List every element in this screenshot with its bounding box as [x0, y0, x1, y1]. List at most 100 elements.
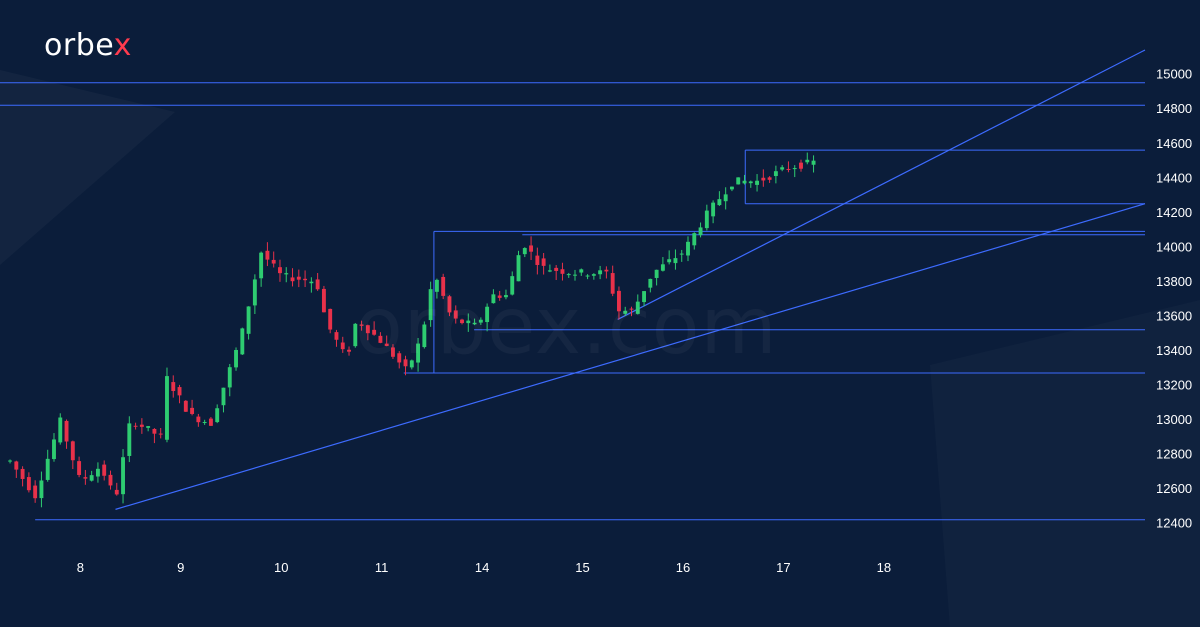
candle-body: [717, 199, 722, 206]
candle-body: [8, 460, 12, 462]
candle-body: [259, 252, 264, 279]
candle-body: [792, 168, 797, 170]
candle-body: [409, 360, 414, 368]
x-tick-label: 14: [475, 560, 489, 575]
candle-body: [227, 367, 232, 388]
candle-body: [504, 295, 508, 298]
candle-body: [660, 264, 665, 271]
y-tick-label: 14600: [1156, 136, 1192, 151]
candle-body: [146, 426, 151, 428]
candle-body: [730, 186, 734, 190]
candle-body: [579, 269, 584, 273]
candle-body: [52, 439, 56, 460]
candle-body: [359, 324, 364, 326]
candle-body: [334, 332, 339, 340]
candle-body: [635, 301, 640, 314]
candle-body: [428, 289, 433, 321]
candle-body: [165, 376, 169, 440]
candle-body: [547, 270, 552, 272]
candle-body: [629, 308, 634, 310]
candle-body: [573, 274, 577, 276]
candle-body: [623, 310, 628, 314]
candle-body: [108, 474, 113, 486]
candle-body: [20, 468, 25, 479]
candle-body: [686, 241, 690, 256]
candle-body: [290, 277, 295, 282]
candle-body: [667, 259, 672, 263]
candle-body: [95, 468, 100, 477]
candle-body: [177, 387, 182, 396]
x-tick-label: 18: [877, 560, 891, 575]
candle-body: [347, 349, 351, 352]
y-tick-label: 13200: [1156, 378, 1192, 393]
logo-accent: x: [113, 28, 132, 63]
candle-body: [26, 477, 31, 491]
candle-body: [39, 480, 44, 499]
candle-body: [45, 458, 50, 480]
candle-body: [83, 477, 88, 479]
y-tick-label: 12600: [1156, 481, 1192, 496]
watermark: orbex.com: [355, 282, 777, 372]
candle-body: [89, 475, 94, 481]
y-tick-label: 14200: [1156, 205, 1192, 220]
candle-body: [723, 194, 728, 202]
candle-body: [692, 233, 697, 246]
candle-body: [196, 416, 201, 423]
candle-body: [786, 168, 791, 170]
x-tick-label: 15: [575, 560, 589, 575]
candle-body: [736, 177, 741, 185]
candle-body: [384, 343, 389, 346]
candle-body: [805, 159, 810, 163]
y-tick-label: 13400: [1156, 343, 1192, 358]
candle-body: [139, 424, 144, 427]
x-tick-label: 10: [274, 560, 288, 575]
candle-body: [58, 417, 63, 443]
candle-body: [780, 167, 785, 170]
candle-body: [321, 288, 326, 313]
candle-body: [309, 281, 314, 284]
candle-body: [422, 324, 427, 348]
candle-body: [284, 273, 289, 275]
candle-body: [372, 329, 377, 335]
candle-body: [485, 306, 490, 323]
candlesticks: [8, 152, 816, 508]
candle-body: [711, 202, 716, 217]
candle-body: [278, 267, 282, 274]
candle-body: [102, 464, 107, 476]
x-tick-label: 16: [676, 560, 690, 575]
candle-body: [271, 259, 276, 264]
y-tick-label: 15000: [1156, 67, 1192, 82]
x-tick-label: 8: [77, 560, 84, 575]
brand-logo: orbex: [44, 28, 132, 63]
y-axis: 12400 12600 12800 13000 13200 13400 13600 13800…: [1156, 67, 1192, 531]
x-tick-label: 11: [375, 560, 389, 575]
candle-body: [654, 269, 659, 278]
logo-text: orbe: [44, 28, 114, 63]
candle-body: [240, 328, 245, 355]
candle-body: [811, 160, 816, 165]
y-tick-label: 13600: [1156, 308, 1192, 323]
candle-body: [535, 255, 540, 265]
x-axis: 8 9 10 11 14 15 16 17 18: [77, 560, 891, 575]
candle-body: [453, 310, 458, 319]
candle-body: [121, 457, 125, 495]
candle-body: [566, 274, 571, 276]
candle-body: [679, 253, 684, 255]
candle-body: [77, 461, 82, 475]
candle-body: [472, 322, 477, 325]
y-tick-label: 14000: [1156, 239, 1192, 254]
candle-body: [748, 181, 753, 184]
candle-body: [265, 250, 270, 260]
candle-body: [617, 290, 621, 312]
candle-body: [190, 407, 195, 414]
candle-body: [416, 343, 421, 363]
candle-body: [303, 278, 308, 281]
candle-body: [522, 248, 527, 255]
trend-lines: [115, 49, 1146, 510]
candle-body: [441, 276, 446, 296]
y-tick-label: 14800: [1156, 101, 1192, 116]
candle-body: [403, 359, 408, 367]
candle-body: [64, 420, 69, 442]
candle-body: [642, 291, 647, 303]
